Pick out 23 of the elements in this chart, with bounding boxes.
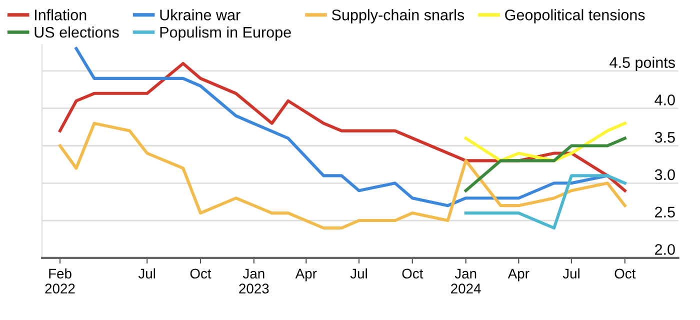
legend-label: Inflation <box>35 9 86 20</box>
legend-label: Populism in Europe <box>160 26 291 41</box>
x-tick-label: Apr <box>295 268 317 282</box>
legend-label: US elections <box>34 26 119 38</box>
y-tick-label: 3.0 <box>654 169 675 180</box>
x-tick-label: Jan 2023 <box>239 268 269 294</box>
legend-label: Geopolitical tensions <box>505 9 645 24</box>
legend-label: Supply-chain snarls <box>332 9 464 24</box>
x-tick-label: Oct <box>614 268 636 279</box>
y-tick-label: 3.5 <box>654 132 675 143</box>
x-tick-label: Jul <box>562 268 580 279</box>
x-tick-label: Oct <box>402 268 424 279</box>
x-tick-label: Jul <box>350 268 367 279</box>
x-tick-label: Jul <box>138 268 156 279</box>
legend-label: Ukraine war <box>160 9 240 20</box>
y-tick-label: 2.5 <box>655 206 675 218</box>
y-tick-label: 4.5 points <box>610 56 675 71</box>
x-tick-label: Apr <box>508 268 530 282</box>
x-tick-label: Oct <box>190 268 212 279</box>
x-tick-label: Jan 2024 <box>451 268 481 294</box>
y-tick-label: 2.0 <box>655 244 675 255</box>
y-tick-label: 4.0 <box>654 94 675 106</box>
x-tick-label: Feb 2022 <box>45 268 75 294</box>
